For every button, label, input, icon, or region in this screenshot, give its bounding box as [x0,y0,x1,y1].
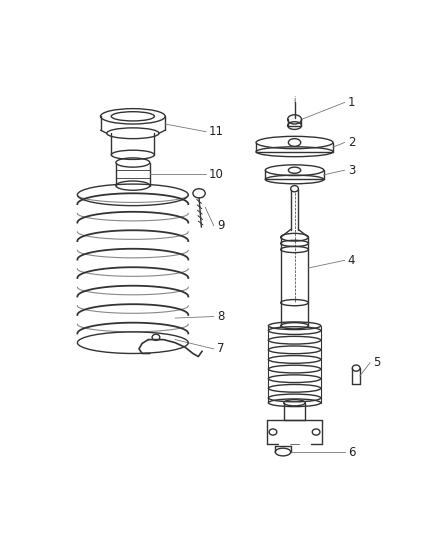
Text: 5: 5 [373,356,381,369]
Text: 11: 11 [209,125,224,138]
Ellipse shape [291,185,298,192]
Text: 6: 6 [348,446,355,458]
Text: 3: 3 [348,164,355,177]
Text: 9: 9 [217,219,224,232]
Text: 7: 7 [217,342,224,356]
Text: i: i [293,96,296,106]
Text: 4: 4 [348,254,355,267]
Text: 10: 10 [209,167,224,181]
Text: 8: 8 [217,310,224,323]
Text: 2: 2 [348,136,355,149]
Text: 1: 1 [348,96,355,109]
